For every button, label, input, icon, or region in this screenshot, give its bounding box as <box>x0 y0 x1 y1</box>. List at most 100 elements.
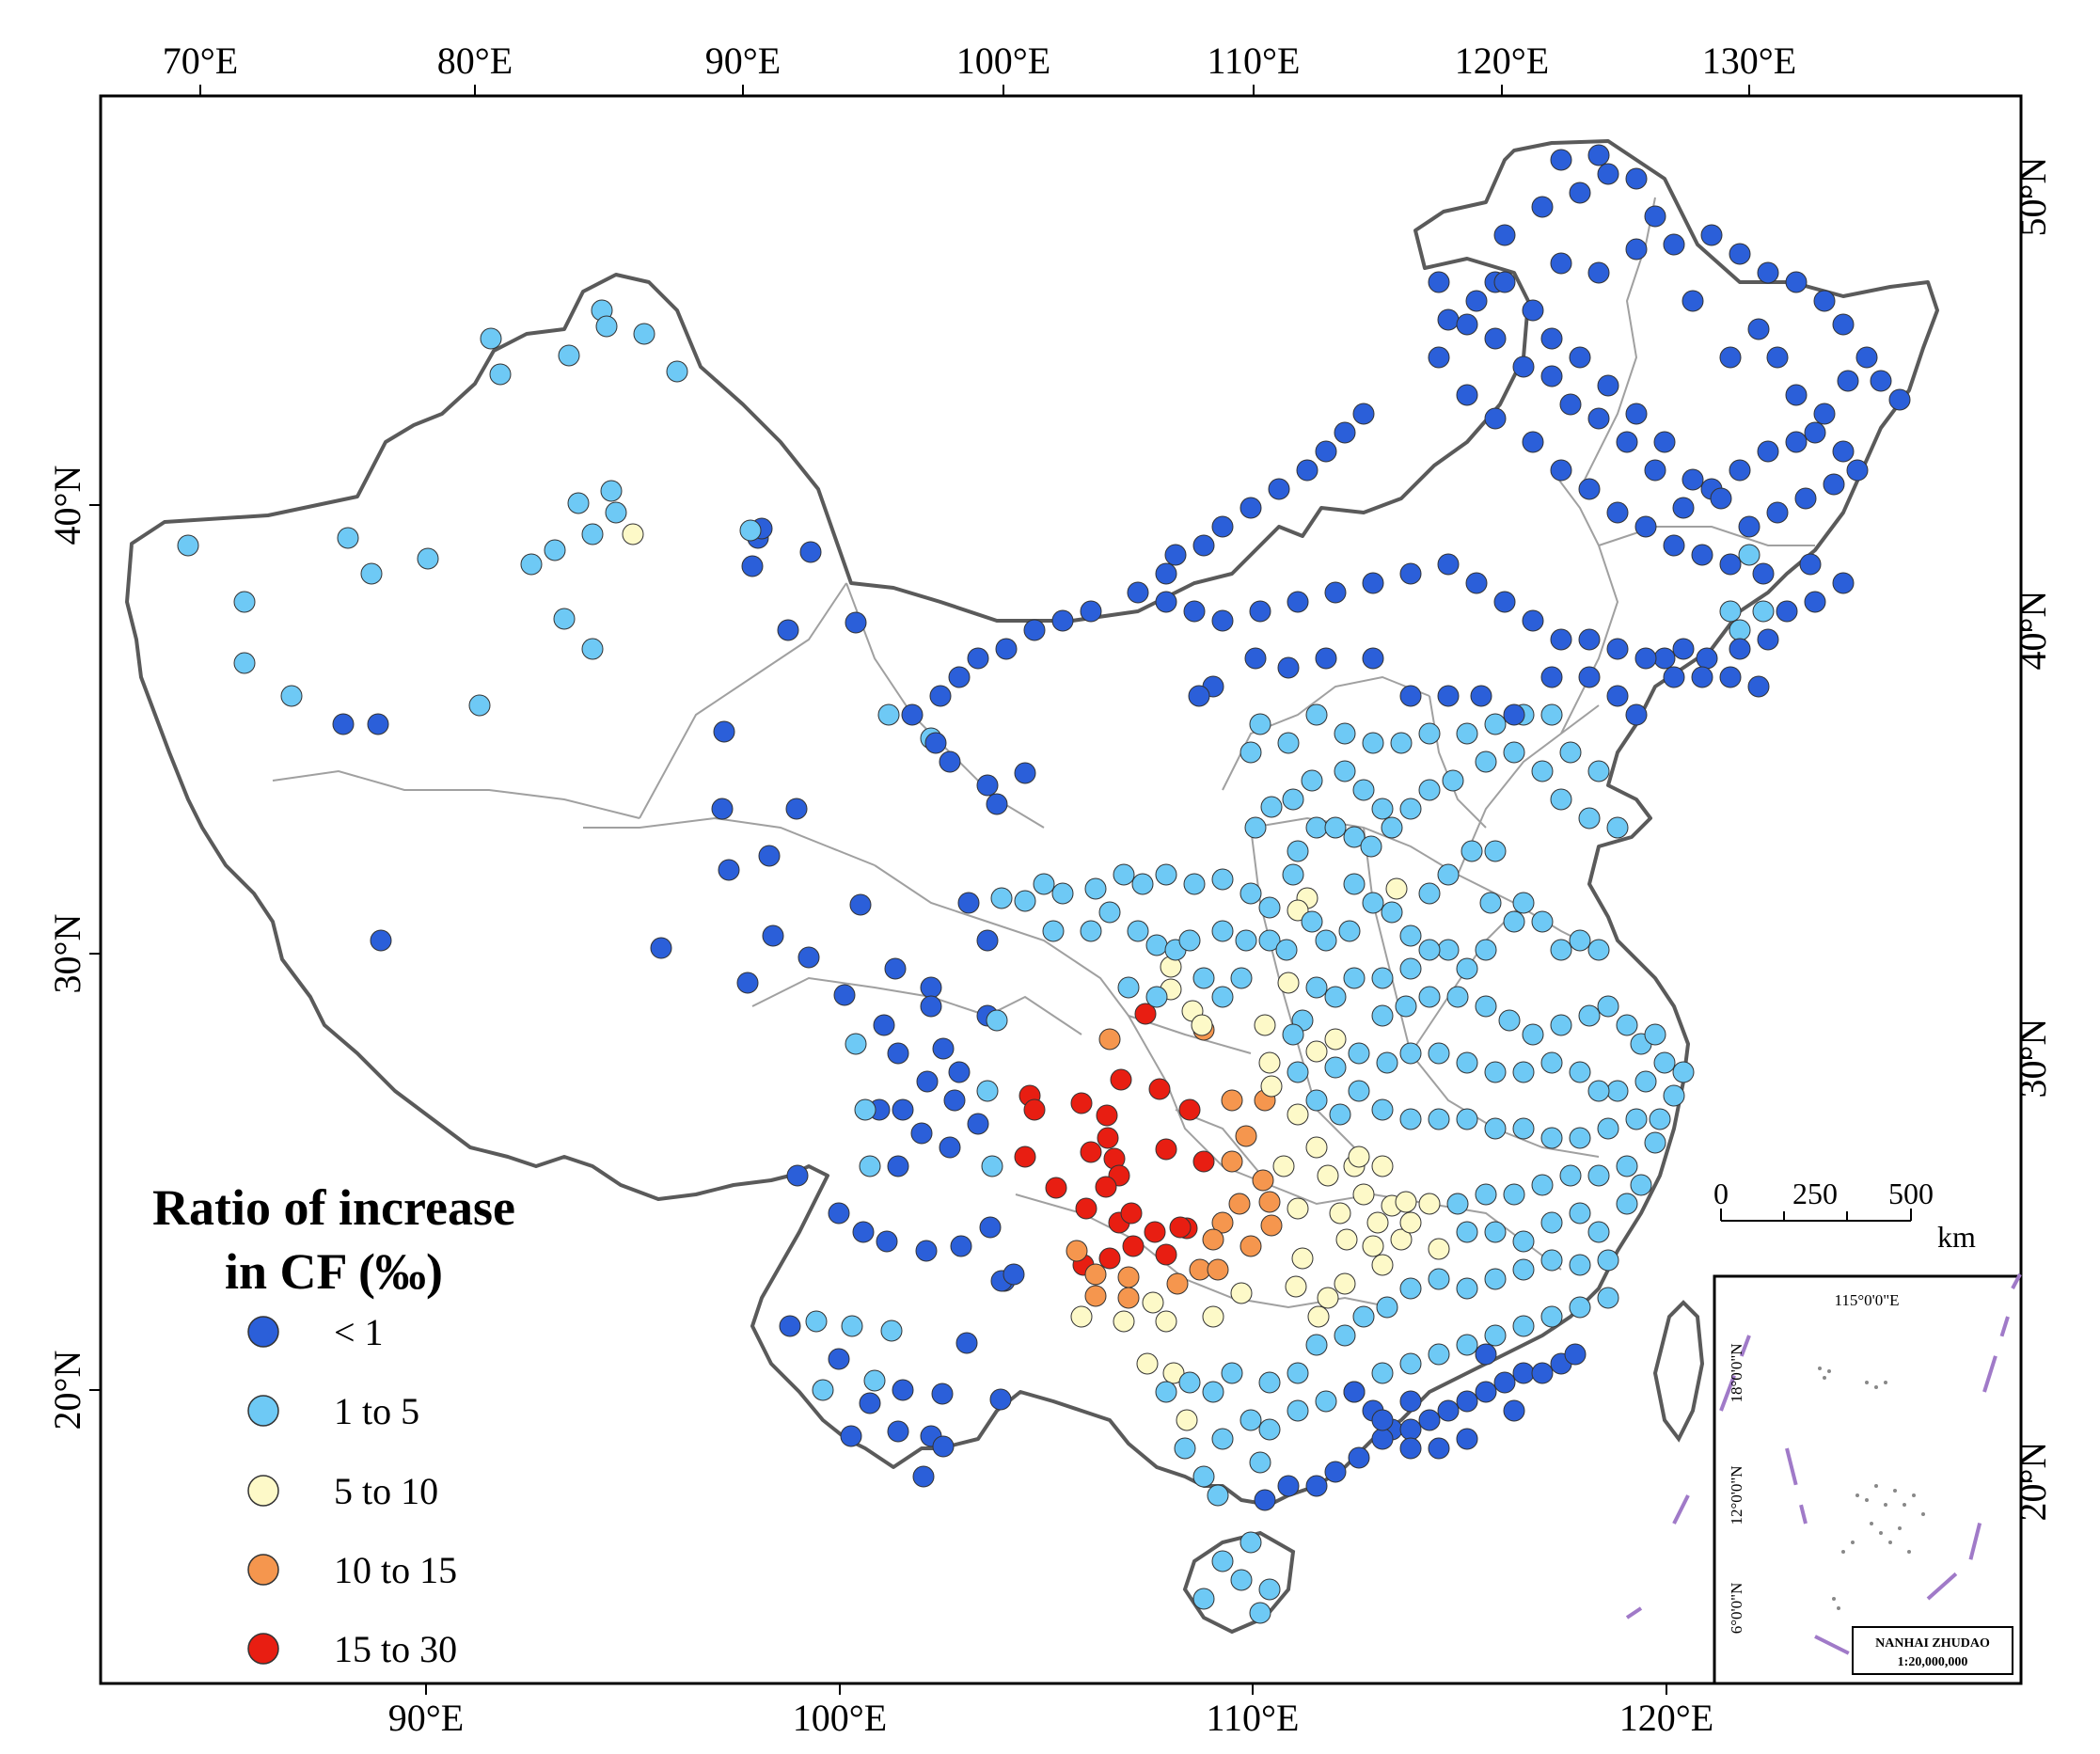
station-lt1 <box>1837 370 1859 392</box>
station-lt1 <box>1493 1371 1516 1394</box>
station-1-5 <box>1249 1451 1271 1474</box>
station-1-5 <box>1305 1334 1328 1356</box>
station-lt1 <box>1493 224 1516 246</box>
station-lt1 <box>1399 1437 1422 1460</box>
station-1-5 <box>1324 1056 1347 1079</box>
station-1-5 <box>1644 1023 1666 1046</box>
station-5-10 <box>1305 1136 1328 1159</box>
station-1-5 <box>1522 1023 1544 1046</box>
station-lt1 <box>1625 167 1648 190</box>
station-10-15 <box>1258 1191 1281 1213</box>
station-5-10 <box>1260 1075 1283 1098</box>
station-10-15 <box>1117 1287 1140 1309</box>
station-1-5 <box>1174 1437 1196 1460</box>
nanhai-inset <box>1625 1273 2023 1685</box>
station-1-5 <box>1287 1362 1309 1384</box>
station-1-5 <box>1531 1174 1554 1196</box>
scale-tick-label: 250 <box>1792 1177 1838 1210</box>
station-1-5 <box>1362 732 1384 754</box>
station-15-30 <box>1097 1127 1119 1149</box>
station-10-15 <box>1239 1235 1262 1257</box>
bottom-lon-label: 120°E <box>1619 1697 1713 1739</box>
station-lt1 <box>762 924 784 947</box>
station-lt1 <box>1188 685 1210 707</box>
station-lt1 <box>920 976 942 999</box>
station-lt1 <box>887 1042 909 1065</box>
station-lt1 <box>939 1136 961 1159</box>
station-1-5 <box>1329 1103 1351 1126</box>
station-lt1 <box>915 1240 938 1262</box>
station-1-5 <box>177 534 199 557</box>
station-lt1 <box>967 647 989 670</box>
station-15-30 <box>1014 1146 1036 1168</box>
station-1-5 <box>1282 863 1304 886</box>
station-lt1 <box>1475 1343 1497 1366</box>
station-lt1 <box>1324 1461 1347 1483</box>
legend-label: 15 to 30 <box>334 1628 457 1670</box>
station-lt1 <box>736 972 759 994</box>
station-5-10 <box>1418 1193 1441 1215</box>
station-1-5 <box>1569 1296 1591 1319</box>
station-1-5 <box>1569 1061 1591 1083</box>
station-lt1 <box>1578 666 1601 688</box>
station-lt1 <box>1023 619 1046 641</box>
station-15-30 <box>1155 1243 1177 1266</box>
station-1-5 <box>1084 877 1107 900</box>
station-1-5 <box>1428 1042 1450 1065</box>
station-1-5 <box>1155 863 1177 886</box>
station-1-5 <box>1343 873 1366 895</box>
taiwan-island <box>1652 1300 1705 1443</box>
station-lt1 <box>1522 609 1544 632</box>
station-lt1 <box>1823 473 1845 496</box>
station-5-10 <box>1371 1155 1394 1177</box>
station-lt1 <box>332 713 355 735</box>
station-1-5 <box>1630 1174 1652 1196</box>
station-1-5 <box>976 1080 999 1102</box>
station-lt1 <box>1813 403 1836 425</box>
station-lt1 <box>1691 544 1713 566</box>
station-1-5 <box>1395 995 1417 1018</box>
station-10-15 <box>1235 1125 1257 1147</box>
station-lt1 <box>1503 703 1525 726</box>
station-lt1 <box>1766 501 1789 524</box>
station-lt1 <box>1465 572 1488 594</box>
station-lt1 <box>1719 346 1742 369</box>
station-1-5 <box>468 694 491 717</box>
station-lt1 <box>840 1425 862 1447</box>
station-lt1 <box>741 555 764 577</box>
station-5-10 <box>1291 1247 1314 1270</box>
station-10-15 <box>1202 1228 1224 1251</box>
station-1-5 <box>1587 1164 1610 1187</box>
station-lt1 <box>786 1164 809 1187</box>
station-1-5 <box>1484 1061 1507 1083</box>
station-1-5 <box>1484 1268 1507 1290</box>
station-5-10 <box>1335 1228 1358 1251</box>
station-1-5 <box>1512 892 1535 914</box>
station-lt1 <box>1493 591 1516 613</box>
station-lt1 <box>955 1332 978 1354</box>
station-lt1 <box>1785 431 1808 453</box>
station-15-30 <box>1023 1098 1046 1121</box>
station-lt1 <box>1484 327 1507 350</box>
station-lt1 <box>1211 609 1234 632</box>
station-1-5 <box>1348 1080 1370 1102</box>
station-lt1 <box>1587 144 1610 166</box>
station-1-5 <box>1258 1578 1281 1601</box>
station-1-5 <box>1042 920 1065 942</box>
station-1-5 <box>1512 1230 1535 1253</box>
station-1-5 <box>805 1310 828 1333</box>
station-1-5 <box>739 519 762 542</box>
station-lt1 <box>1418 1409 1441 1431</box>
inset-name: NANHAI ZHUDAO <box>1875 1636 1990 1651</box>
station-1-5 <box>1738 544 1761 566</box>
station-15-30 <box>1075 1197 1097 1220</box>
station-lt1 <box>948 666 971 688</box>
station-lt1 <box>1531 196 1554 218</box>
station-lt1 <box>1127 581 1149 604</box>
station-lt1 <box>1564 1343 1587 1366</box>
station-lt1 <box>1804 421 1826 444</box>
right-lat-label: 50°N <box>2012 157 2054 237</box>
station-15-30 <box>1155 1138 1177 1161</box>
station-lt1 <box>852 1221 875 1243</box>
station-lt1 <box>1437 685 1460 707</box>
